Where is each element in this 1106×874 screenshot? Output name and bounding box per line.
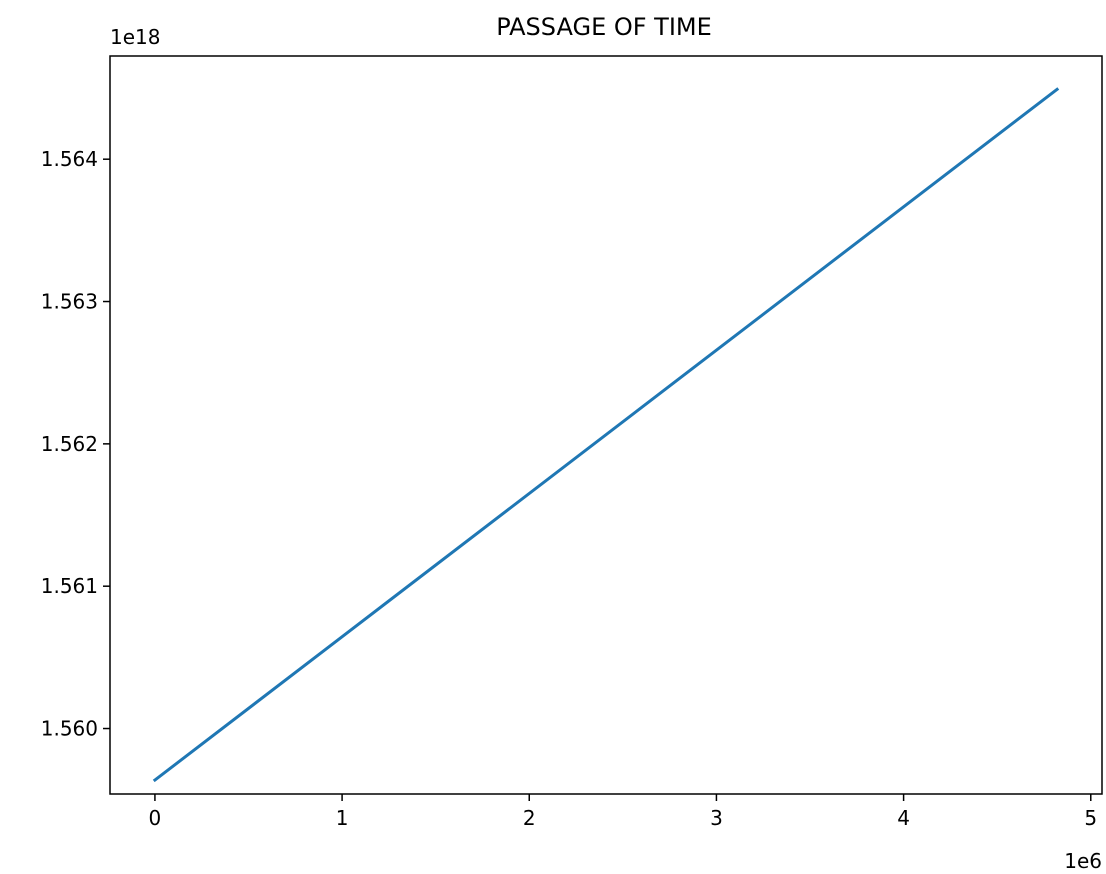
- y-tick-label: 1.563: [41, 290, 98, 314]
- plot-area: [109, 55, 1103, 795]
- x-tick-label: 5: [1084, 806, 1097, 830]
- x-tick-label: 0: [149, 806, 162, 830]
- y-tick-label: 1.562: [41, 432, 98, 456]
- axes-frame: [109, 55, 1103, 795]
- x-axis: 0 1 2 3 4 5: [149, 794, 1097, 830]
- axes-background: [110, 56, 1102, 794]
- y-tick-label: 1.561: [41, 574, 98, 598]
- chart-title: PASSAGE OF TIME: [496, 13, 712, 41]
- y-axis: 1.560 1.561 1.562 1.563 1.564: [41, 147, 110, 741]
- x-tick-label: 3: [710, 806, 723, 830]
- x-tick-label: 4: [897, 806, 910, 830]
- y-tick-label: 1.560: [41, 717, 98, 741]
- y-tick-label: 1.564: [41, 147, 98, 171]
- x-tick-label: 2: [523, 806, 536, 830]
- series-layer: [152, 87, 1060, 783]
- series-line-0: [152, 87, 1060, 783]
- y-axis-offset-label: 1e18: [110, 25, 160, 49]
- x-axis-offset-label: 1e6: [1064, 849, 1102, 873]
- x-tick-label: 1: [336, 806, 349, 830]
